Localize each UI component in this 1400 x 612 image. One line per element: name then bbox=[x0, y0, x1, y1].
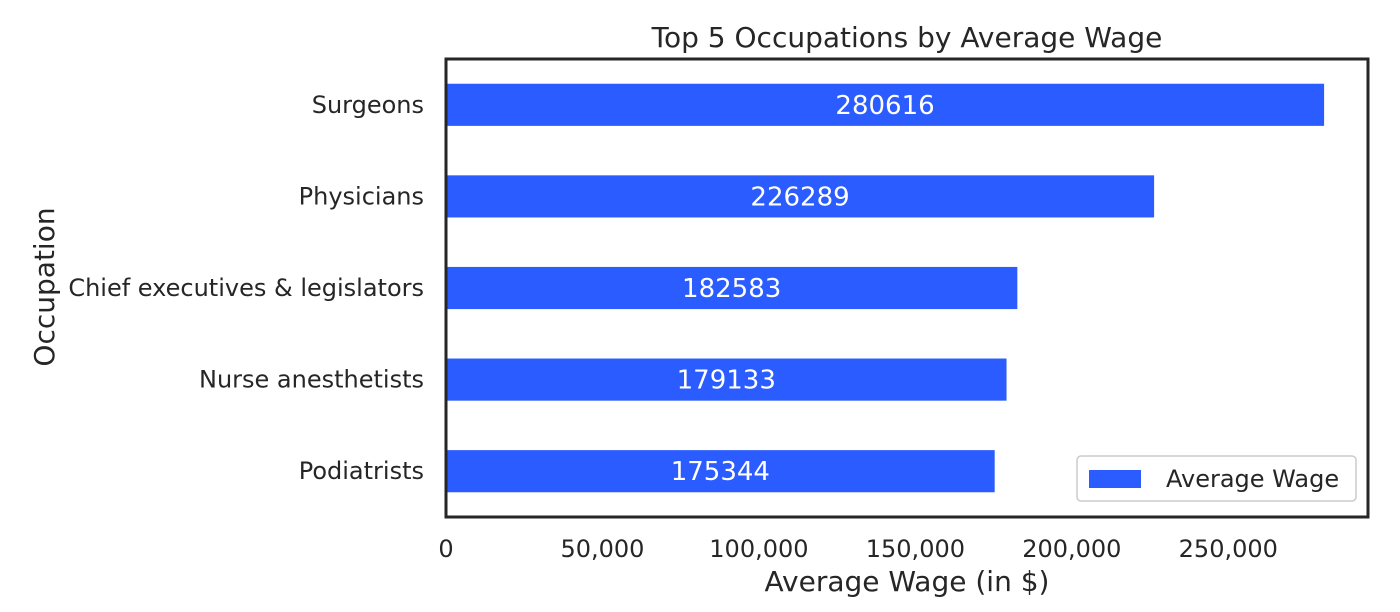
bars-group: 280616 226289 182583 179133 175344 bbox=[446, 83, 1325, 493]
y-tick-labels: Surgeons Physicians Chief executives & leg… bbox=[68, 91, 424, 485]
bar-value-label-4: 175344 bbox=[671, 457, 770, 487]
y-tick-label-3: Nurse anesthetists bbox=[199, 366, 424, 394]
bar-1 bbox=[446, 175, 1155, 218]
x-tick-label-1: 50,000 bbox=[560, 535, 644, 563]
y-tick-label-0: Surgeons bbox=[312, 91, 424, 119]
x-axis-label: Average Wage (in $) bbox=[765, 565, 1050, 598]
chart-title: Top 5 Occupations by Average Wage bbox=[651, 21, 1163, 54]
x-tick-label-4: 200,000 bbox=[1022, 535, 1121, 563]
legend-label: Average Wage bbox=[1166, 465, 1339, 493]
bar-value-label-0: 280616 bbox=[835, 91, 934, 121]
bar-value-label-2: 182583 bbox=[682, 274, 781, 304]
plot-frame bbox=[444, 57, 1370, 519]
y-tick-label-2: Chief executives & legislators bbox=[68, 274, 424, 302]
legend-box bbox=[1076, 455, 1357, 502]
bar-value-label-3: 179133 bbox=[677, 366, 776, 396]
y-tick-label-4: Podiatrists bbox=[299, 457, 424, 485]
x-tick-label-0: 0 bbox=[438, 535, 453, 563]
y-axis-label: Occupation bbox=[28, 207, 61, 366]
x-tick-label-3: 150,000 bbox=[866, 535, 965, 563]
bar-4 bbox=[446, 450, 995, 493]
y-tick-label-1: Physicians bbox=[299, 182, 424, 210]
x-tick-label-2: 100,000 bbox=[709, 535, 808, 563]
bar-0 bbox=[446, 83, 1325, 126]
bar-value-label-1: 226289 bbox=[750, 182, 849, 212]
legend: Average Wage bbox=[1076, 455, 1357, 502]
bar-2 bbox=[446, 266, 1018, 310]
legend-swatch bbox=[1089, 470, 1141, 488]
x-tick-label-5: 250,000 bbox=[1179, 535, 1278, 563]
bar-3 bbox=[446, 358, 1007, 401]
x-tick-labels: 0 50,000 100,000 150,000 200,000 250,000 bbox=[438, 535, 1278, 563]
